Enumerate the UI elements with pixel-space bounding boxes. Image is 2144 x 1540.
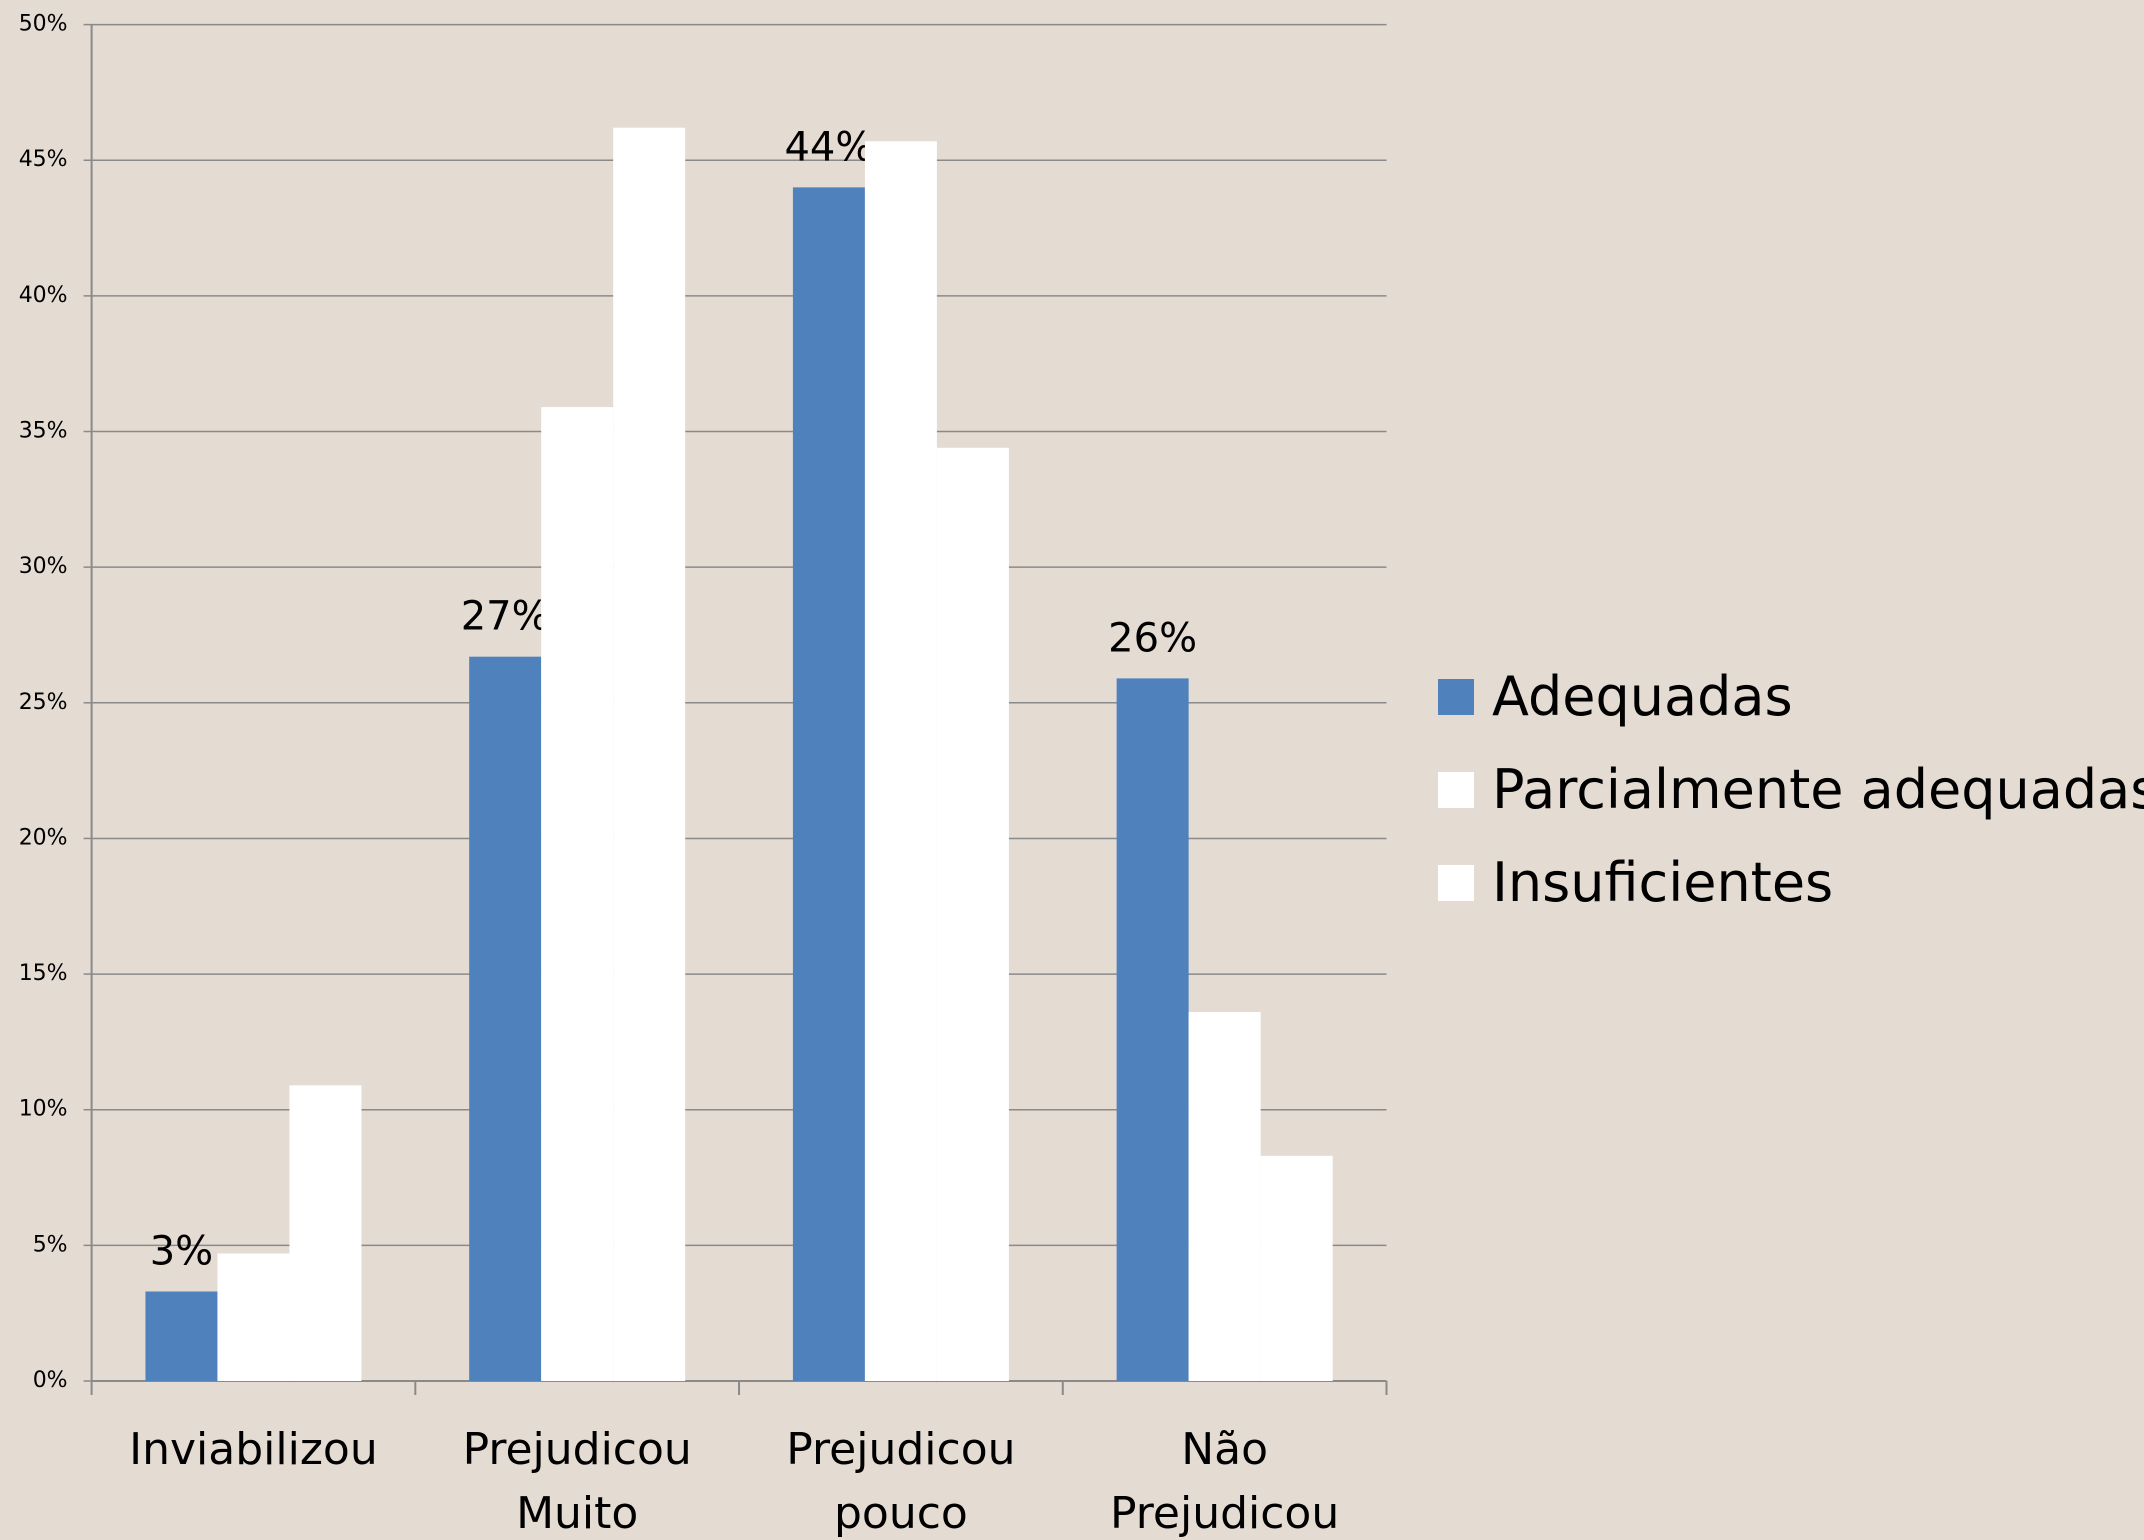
x-tick-label: Prejudicou pouco <box>786 1424 1016 1539</box>
y-tick-label: 50% <box>19 12 68 37</box>
data-label: 3% <box>150 1228 213 1274</box>
legend-label: Insuficientes <box>1492 851 1834 914</box>
x-tick-label: Inviabilizou <box>129 1424 378 1475</box>
y-tick-label: 30% <box>19 554 68 579</box>
x-tick-label: Prejudicou Muito <box>462 1424 692 1539</box>
legend-swatch <box>1438 864 1474 901</box>
bar <box>469 656 542 1381</box>
legend-swatch <box>1438 771 1474 808</box>
legend-item: Parcialmente adequadas <box>1438 743 2144 836</box>
legend-swatch <box>1438 678 1474 715</box>
x-tick-label: Não Prejudicou <box>1110 1424 1340 1539</box>
bar <box>541 407 614 1381</box>
data-label: 27% <box>461 594 550 640</box>
y-tick-label: 25% <box>19 690 68 715</box>
y-tick-label: 20% <box>19 825 68 850</box>
y-tick-label: 0% <box>33 1368 68 1393</box>
bar <box>936 447 1009 1381</box>
legend: Adequadas Parcialmente adequadas Insuficie… <box>1438 650 2144 929</box>
legend-item: Adequadas <box>1438 650 2144 743</box>
y-tick-label: 15% <box>19 961 68 986</box>
legend-label: Parcialmente adequadas <box>1492 758 2144 821</box>
bar <box>1188 1012 1261 1381</box>
y-tick-label: 40% <box>19 283 68 308</box>
bar <box>145 1291 218 1381</box>
bar <box>613 127 686 1381</box>
bar <box>792 187 865 1381</box>
bar <box>1116 678 1189 1381</box>
y-tick-label: 45% <box>19 147 68 172</box>
legend-item: Insuficientes <box>1438 836 2144 929</box>
bar <box>1260 1155 1333 1381</box>
bar <box>864 141 937 1382</box>
legend-label: Adequadas <box>1492 665 1793 728</box>
data-label: 26% <box>1108 615 1197 661</box>
bar <box>289 1085 362 1381</box>
bar <box>217 1253 290 1381</box>
data-label: 44% <box>784 124 873 170</box>
y-tick-label: 10% <box>19 1097 68 1122</box>
y-tick-label: 35% <box>19 419 68 444</box>
y-tick-label: 5% <box>33 1232 68 1257</box>
